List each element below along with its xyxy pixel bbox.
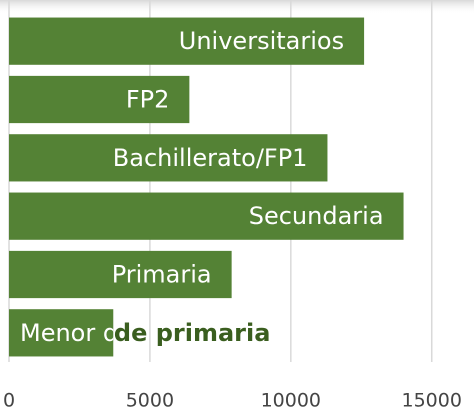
bar [9, 134, 328, 182]
bar-label-outside: Menor de primaria [20, 319, 270, 347]
bar-label: Menor de primaria [20, 319, 242, 347]
bar [9, 192, 404, 240]
bar-label: Universitarios [179, 27, 344, 55]
x-tick-label: 10000 [261, 390, 321, 412]
bar [9, 250, 232, 299]
bar-label: Bachillerato/FP1 [113, 144, 308, 172]
x-tick-label: 15000 [402, 390, 462, 412]
x-tick-label: 0 [3, 390, 15, 412]
bar [9, 309, 114, 357]
bar [9, 17, 365, 65]
x-tick-label: 5000 [126, 390, 174, 412]
bar-label: Secundaria [249, 202, 384, 230]
bar-label: FP2 [126, 86, 170, 114]
bar-label: Primaria [112, 261, 212, 289]
top-shadow [0, 0, 474, 14]
bar [9, 75, 190, 124]
